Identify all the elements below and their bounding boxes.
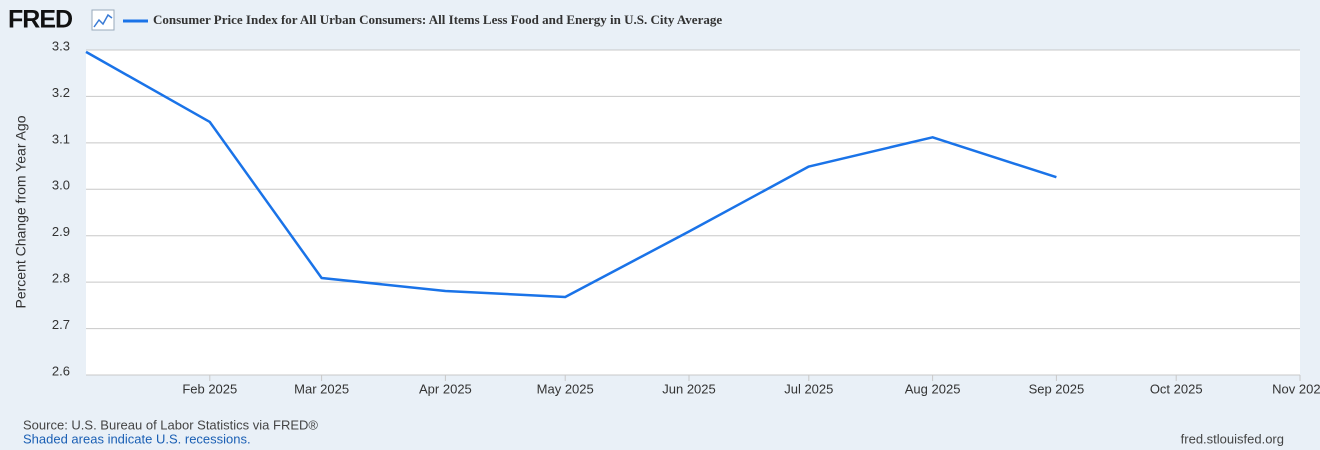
y-tick-label: 3.3 bbox=[52, 38, 70, 53]
y-tick-label: 3.1 bbox=[52, 131, 70, 146]
x-tick-label: Aug 2025 bbox=[905, 381, 961, 396]
logo-icon bbox=[91, 9, 115, 31]
x-tick-label: Jul 2025 bbox=[784, 381, 833, 396]
x-tick-label: Nov 2025 bbox=[1272, 381, 1320, 396]
y-tick-label: 2.6 bbox=[52, 363, 70, 378]
x-tick-label: Sep 2025 bbox=[1029, 381, 1085, 396]
plot-area bbox=[86, 50, 1300, 375]
legend-label: Consumer Price Index for All Urban Consu… bbox=[153, 12, 722, 27]
x-tick-label: Oct 2025 bbox=[1150, 381, 1203, 396]
x-tick-label: Jun 2025 bbox=[662, 381, 716, 396]
logo: FRED bbox=[8, 6, 72, 34]
y-tick-label: 3.2 bbox=[52, 85, 70, 100]
y-tick-label: 2.7 bbox=[52, 317, 70, 332]
recession-note: Shaded areas indicate U.S. recessions. bbox=[23, 431, 251, 446]
y-axis-label: Percent Change from Year Ago bbox=[13, 115, 29, 308]
x-tick-label: Feb 2025 bbox=[182, 381, 237, 396]
site-link: fred.stlouisfed.org bbox=[1181, 431, 1284, 446]
source-note: Source: U.S. Bureau of Labor Statistics … bbox=[23, 417, 318, 432]
series-line bbox=[85, 50, 1057, 299]
x-tick-label: Apr 2025 bbox=[419, 381, 472, 396]
y-tick-label: 2.9 bbox=[52, 224, 70, 239]
x-tick-label: Mar 2025 bbox=[294, 381, 349, 396]
x-tick-label: May 2025 bbox=[537, 381, 594, 396]
y-tick-label: 2.8 bbox=[52, 271, 70, 286]
y-tick-label: 3.0 bbox=[52, 178, 70, 193]
